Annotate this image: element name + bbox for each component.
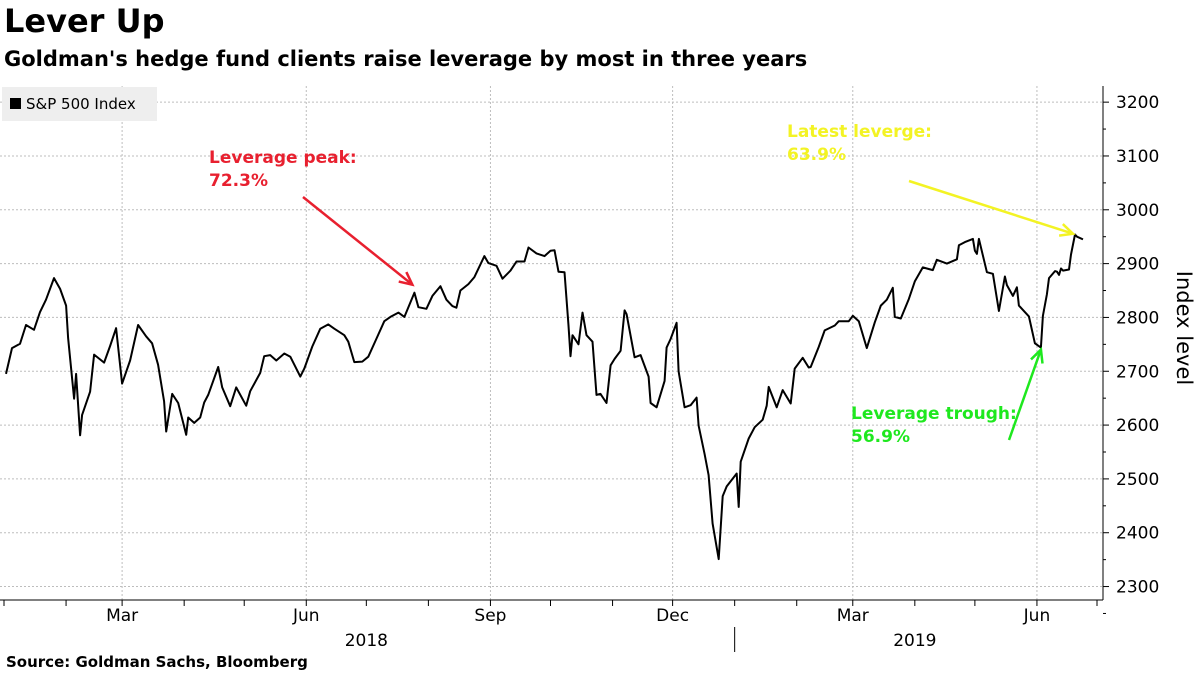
annotation-layer: Leverage peak:72.3%Latest leverge:63.9%L… xyxy=(209,122,1076,447)
annotation-label: 72.3% xyxy=(209,171,268,191)
annotation-peak: Leverage peak: 72.3% xyxy=(209,148,415,287)
annotation-label: 56.9% xyxy=(851,427,910,447)
legend-swatch xyxy=(10,98,21,109)
annotation-label: Latest leverge: xyxy=(787,122,932,142)
legend-box xyxy=(2,87,157,121)
y-tick-label: 2600 xyxy=(1116,416,1159,436)
chart-title: Lever Up xyxy=(4,2,165,40)
annotation-latest: Latest leverge: 63.9% xyxy=(787,122,1076,237)
annotation-arrowhead xyxy=(1058,223,1076,237)
y-tick-label: 2800 xyxy=(1116,308,1159,328)
annotation-trough: Leverage trough: 56.9% xyxy=(851,346,1044,447)
axis-layer: 2300 2400 2500 2600 2700 2800 2900 3000 3100 3200… xyxy=(0,86,1196,652)
x-year-label: 2018 xyxy=(345,631,388,651)
y-tick-label: 2900 xyxy=(1116,255,1159,275)
x-tick-label: Jun xyxy=(1023,606,1051,626)
annotation-arrowhead xyxy=(1030,346,1044,364)
legend: S&P 500 Index xyxy=(2,87,157,121)
annotation-arrow xyxy=(302,196,414,286)
y-axis-title: Index level xyxy=(1172,271,1196,385)
x-year-label: 2019 xyxy=(893,631,936,651)
y-tick-label: 2700 xyxy=(1116,362,1159,382)
x-tick-label: Jun xyxy=(292,606,320,626)
annotation-label: Leverage trough: xyxy=(851,404,1017,424)
x-tick-label: Sep xyxy=(474,606,506,626)
series-layer xyxy=(5,233,1084,561)
annotation-label: Leverage peak: xyxy=(209,148,357,168)
y-tick-label: 3000 xyxy=(1116,201,1159,221)
annotation-arrowhead xyxy=(398,271,415,287)
legend-label: S&P 500 Index xyxy=(26,95,136,113)
chart-source: Source: Goldman Sachs, Bloomberg xyxy=(6,653,308,671)
y-tick-label: 3100 xyxy=(1116,147,1159,167)
annotation-label: 63.9% xyxy=(787,145,846,165)
x-tick-label: Mar xyxy=(837,606,869,626)
y-tick-label: 2500 xyxy=(1116,470,1159,490)
y-tick-label: 2400 xyxy=(1116,524,1159,544)
y-tick-label: 2300 xyxy=(1116,578,1159,598)
series-line-sp500 xyxy=(5,233,1084,561)
grid-layer xyxy=(0,86,1103,600)
annotation-arrow xyxy=(1007,349,1043,441)
y-tick-label: 3200 xyxy=(1116,93,1159,113)
chart-subtitle: Goldman's hedge fund clients raise lever… xyxy=(4,47,808,71)
x-tick-label: Mar xyxy=(106,606,138,626)
annotation-arrow xyxy=(908,179,1074,235)
x-tick-label: Dec xyxy=(656,606,689,626)
